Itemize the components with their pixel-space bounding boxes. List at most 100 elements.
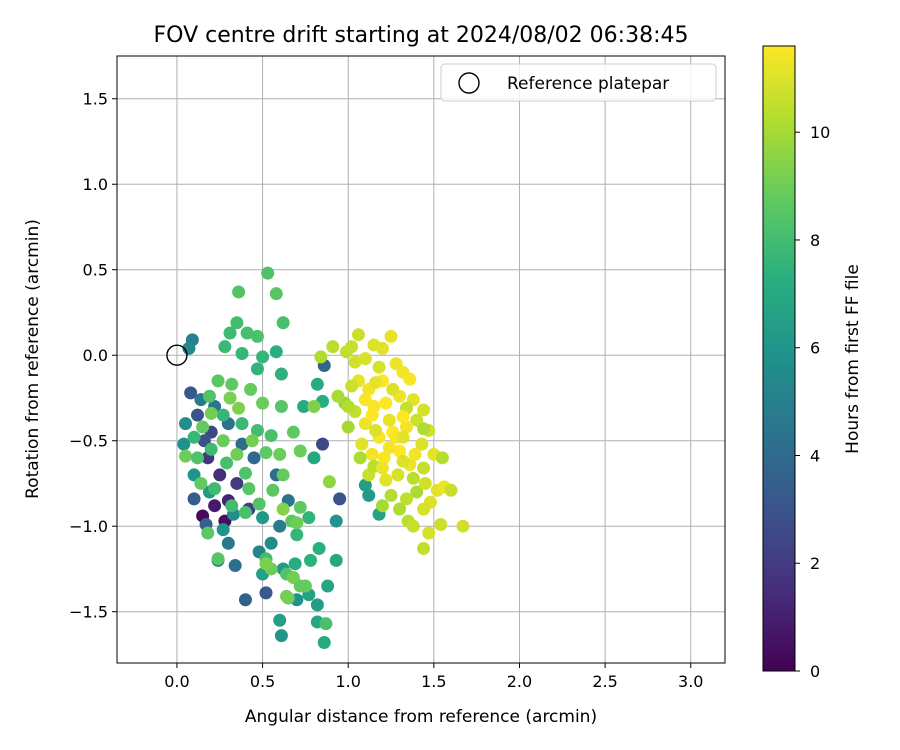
x-tick-label: 1.0 (335, 672, 360, 691)
data-point (391, 468, 405, 482)
data-point (312, 541, 326, 555)
data-point (211, 552, 225, 566)
colorbar-tick-label: 0 (810, 662, 820, 681)
data-point (341, 400, 355, 414)
data-point (204, 442, 218, 456)
data-point (274, 629, 288, 643)
data-point (259, 446, 273, 460)
data-point (259, 557, 273, 571)
data-point (322, 475, 336, 489)
data-point (386, 382, 400, 396)
colorbar-gradient (762, 45, 796, 672)
data-point (208, 499, 222, 513)
data-point (417, 422, 431, 436)
y-axis-ticks: −1.5 −1.0 −0.5 0.0 0.5 1.0 1.5 (69, 90, 117, 622)
data-point (238, 506, 252, 520)
data-point (399, 492, 413, 506)
data-point (456, 519, 470, 533)
data-point (384, 488, 398, 502)
data-point (348, 355, 362, 369)
data-point (396, 430, 410, 444)
data-point (238, 593, 252, 607)
data-point (196, 420, 210, 434)
y-tick-label: −0.5 (69, 432, 108, 451)
legend-entry-reference: Reference platepar (507, 74, 669, 94)
data-point (261, 266, 275, 280)
data-point (184, 386, 198, 400)
data-point (264, 536, 278, 550)
y-tick-label: 0.5 (83, 261, 108, 280)
data-point (280, 589, 294, 603)
chart-title: FOV centre drift starting at 2024/08/02 … (154, 23, 689, 48)
data-point (393, 502, 407, 516)
x-axis-label: Angular distance from reference (arcmin) (245, 707, 597, 727)
data-point (393, 444, 407, 458)
data-point (345, 379, 359, 393)
y-tick-label: 1.0 (83, 175, 108, 194)
data-point (375, 499, 389, 513)
data-point (358, 352, 372, 366)
data-point (317, 635, 331, 649)
data-point (365, 447, 379, 461)
data-point (204, 406, 218, 420)
data-point (211, 374, 225, 388)
data-point (406, 519, 420, 533)
data-point (230, 447, 244, 461)
data-point (220, 456, 234, 470)
data-point (259, 586, 273, 600)
y-tick-label: 1.5 (83, 90, 108, 109)
data-point (353, 451, 367, 465)
data-point (375, 341, 389, 355)
data-point (264, 429, 278, 443)
data-point (208, 482, 222, 496)
data-point (331, 389, 345, 403)
data-point (245, 434, 259, 448)
colorbar-tick-label: 2 (810, 554, 820, 573)
data-point (201, 526, 215, 540)
data-point (316, 437, 330, 451)
data-point (351, 328, 365, 342)
data-point (276, 502, 290, 516)
data-point (232, 401, 246, 415)
data-point (417, 461, 431, 475)
data-point (293, 579, 307, 593)
data-point (297, 400, 311, 414)
data-point (235, 437, 249, 451)
colorbar-tick-label: 10 (810, 123, 830, 142)
data-point (190, 451, 204, 465)
data-point (273, 613, 287, 627)
y-axis-label: Rotation from reference (arcmin) (23, 219, 43, 499)
data-point (286, 425, 300, 439)
data-point (314, 350, 328, 364)
data-point (319, 617, 333, 631)
data-point (369, 376, 383, 390)
data-point (273, 519, 287, 533)
data-point (266, 483, 280, 497)
data-point (225, 377, 239, 391)
data-point (235, 417, 249, 431)
data-point (408, 447, 422, 461)
data-point (382, 441, 396, 455)
y-tick-label: −1.0 (69, 517, 108, 536)
colorbar-label: Hours from first FF file (843, 264, 863, 454)
data-point (329, 553, 343, 567)
data-point (177, 437, 191, 451)
data-point (273, 447, 287, 461)
colorbar-ticks: 0 2 4 6 8 10 (795, 123, 830, 681)
data-point (396, 454, 410, 468)
data-point (310, 377, 324, 391)
data-point (252, 497, 266, 511)
data-point (418, 476, 432, 490)
data-point (202, 389, 216, 403)
data-point (242, 482, 256, 496)
data-point (256, 511, 270, 525)
data-point (307, 451, 321, 465)
data-point (293, 444, 307, 458)
data-point (417, 541, 431, 555)
data-point (179, 417, 193, 431)
data-point (406, 471, 420, 485)
data-point (372, 360, 386, 374)
data-point (377, 451, 391, 465)
x-tick-label: 1.5 (421, 672, 446, 691)
colorbar-tick-label: 6 (810, 339, 820, 358)
